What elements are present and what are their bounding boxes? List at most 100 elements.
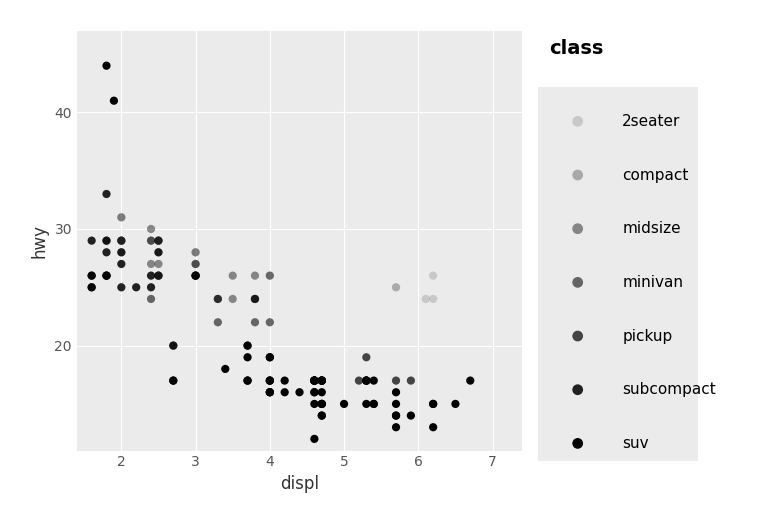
Point — [115, 283, 127, 291]
Point — [145, 225, 157, 233]
Point — [227, 271, 239, 280]
Point — [190, 271, 202, 280]
Point — [308, 376, 320, 385]
Point — [101, 237, 113, 245]
Point — [249, 295, 261, 303]
Point — [115, 237, 127, 245]
Point — [308, 376, 320, 385]
Point — [338, 400, 350, 408]
Point — [263, 376, 276, 385]
Point — [360, 400, 372, 408]
Point — [101, 271, 113, 280]
Point — [115, 237, 127, 245]
Point — [190, 271, 202, 280]
Point — [308, 435, 320, 443]
Point — [190, 248, 202, 257]
Point — [449, 400, 462, 408]
Point — [308, 376, 320, 385]
Point — [152, 248, 164, 257]
Point — [101, 271, 113, 280]
Point — [405, 412, 417, 420]
Point — [152, 271, 164, 280]
Point — [390, 388, 402, 396]
Point — [101, 237, 113, 245]
Point — [316, 376, 328, 385]
Text: compact: compact — [622, 167, 689, 182]
Point — [85, 283, 98, 291]
Text: 2seater: 2seater — [622, 114, 680, 129]
Point — [101, 61, 113, 70]
Point — [316, 400, 328, 408]
Point — [308, 376, 320, 385]
Point — [293, 388, 306, 396]
Point — [85, 271, 98, 280]
Point — [101, 237, 113, 245]
Point — [360, 376, 372, 385]
Point — [464, 376, 476, 385]
Point — [167, 342, 180, 350]
Point — [390, 412, 402, 420]
Point — [101, 190, 113, 198]
Text: subcompact: subcompact — [622, 382, 716, 397]
Point — [145, 260, 157, 268]
Point — [263, 353, 276, 361]
Point — [152, 271, 164, 280]
Point — [316, 376, 328, 385]
Point — [308, 400, 320, 408]
Point — [241, 342, 253, 350]
Point — [279, 376, 291, 385]
Point — [368, 400, 380, 408]
Point — [115, 237, 127, 245]
Point — [152, 237, 164, 245]
Point — [360, 376, 372, 385]
Point — [167, 376, 180, 385]
Point — [368, 400, 380, 408]
Point — [360, 376, 372, 385]
Point — [390, 376, 402, 385]
Point — [308, 376, 320, 385]
Point — [145, 283, 157, 291]
Point — [227, 295, 239, 303]
Point — [419, 295, 432, 303]
Point — [308, 388, 320, 396]
Point — [360, 376, 372, 385]
Point — [360, 353, 372, 361]
Point — [263, 388, 276, 396]
Point — [316, 388, 328, 396]
Point — [130, 283, 142, 291]
Point — [390, 283, 402, 291]
Point — [152, 237, 164, 245]
Point — [152, 237, 164, 245]
Point — [241, 376, 253, 385]
Point — [308, 376, 320, 385]
Point — [263, 271, 276, 280]
Point — [167, 342, 180, 350]
X-axis label: displ: displ — [280, 475, 319, 493]
Point — [115, 248, 127, 257]
Point — [152, 248, 164, 257]
Text: class: class — [548, 39, 603, 58]
Point — [212, 318, 224, 326]
Point — [353, 376, 365, 385]
Point — [212, 295, 224, 303]
Point — [101, 248, 113, 257]
Point — [316, 412, 328, 420]
Point — [263, 318, 276, 326]
Point — [145, 295, 157, 303]
Point — [85, 283, 98, 291]
Point — [316, 412, 328, 420]
Point — [190, 271, 202, 280]
Point — [316, 376, 328, 385]
Point — [152, 237, 164, 245]
Point — [190, 260, 202, 268]
FancyBboxPatch shape — [538, 87, 698, 461]
Point — [405, 376, 417, 385]
Point — [263, 353, 276, 361]
Point — [108, 97, 120, 105]
Point — [390, 412, 402, 420]
Point — [427, 400, 439, 408]
Point — [263, 376, 276, 385]
Point — [115, 213, 127, 221]
Point — [190, 248, 202, 257]
Point — [219, 365, 231, 373]
